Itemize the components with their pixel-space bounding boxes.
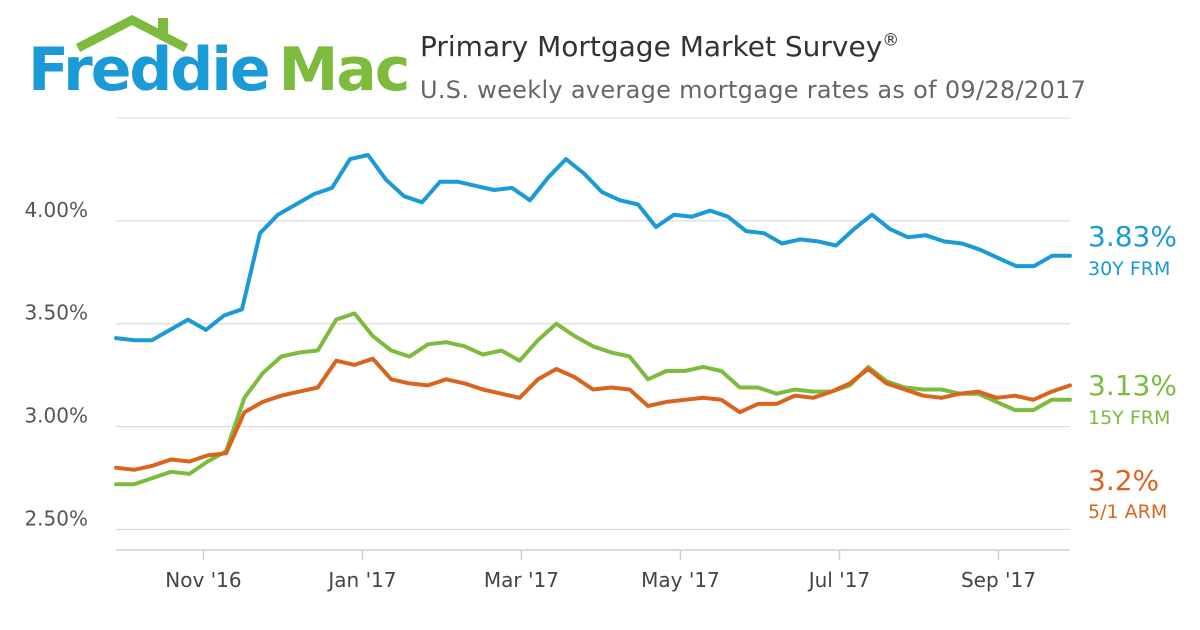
series-name-label: 30Y FRM	[1088, 258, 1170, 280]
series-end-labels: 3.83% 30Y FRM 3.13% 15Y FRM 3.2% 5/1 ARM	[1088, 220, 1177, 523]
title-text: Primary Mortgage Market Survey	[420, 30, 883, 63]
x-axis: Nov '16 Jan '17 Mar '17 May '17 Jul '17 Sep '…	[116, 549, 1070, 592]
logo-text-freddie: Freddie	[28, 35, 271, 105]
house-roof-icon	[75, 14, 189, 52]
plot-background	[116, 118, 1070, 550]
y-tick-label: 3.00%	[24, 404, 88, 428]
series-lines	[114, 153, 1072, 487]
series-name-label: 5/1 ARM	[1088, 501, 1167, 523]
grid-lines	[116, 220, 1070, 531]
series-last-value: 3.83%	[1088, 220, 1177, 253]
y-axis: 2.50% 3.00% 3.50% 4.00%	[24, 198, 88, 531]
x-tick-label: Jul '17	[807, 568, 870, 592]
series-last-value: 3.2%	[1088, 464, 1159, 497]
series-line-30y-frm	[114, 153, 1072, 343]
x-tick-label: Nov '16	[165, 568, 241, 592]
registered-mark: ®	[882, 30, 900, 51]
freddie-mac-logo: Freddie Mac	[28, 14, 410, 109]
logo-wordmark: Freddie Mac	[28, 40, 410, 100]
x-tick-label: Jan '17	[326, 568, 396, 592]
logo-text-mac: Mac	[278, 35, 411, 105]
series-line-5-1-arm	[114, 356, 1072, 472]
page-subtitle: U.S. weekly average mortgage rates as of…	[420, 76, 1087, 104]
y-tick-label: 4.00%	[24, 198, 88, 222]
series-last-value: 3.13%	[1088, 369, 1177, 402]
series-name-label: 15Y FRM	[1088, 407, 1170, 429]
x-tick-label: Sep '17	[961, 568, 1036, 592]
page-title: Primary Mortgage Market Survey®	[420, 30, 899, 63]
y-tick-label: 3.50%	[24, 301, 88, 325]
series-line-15y-frm	[114, 311, 1072, 487]
y-tick-label: 2.50%	[24, 506, 88, 530]
x-tick-label: May '17	[641, 568, 720, 592]
x-tick-label: Mar '17	[484, 568, 559, 592]
